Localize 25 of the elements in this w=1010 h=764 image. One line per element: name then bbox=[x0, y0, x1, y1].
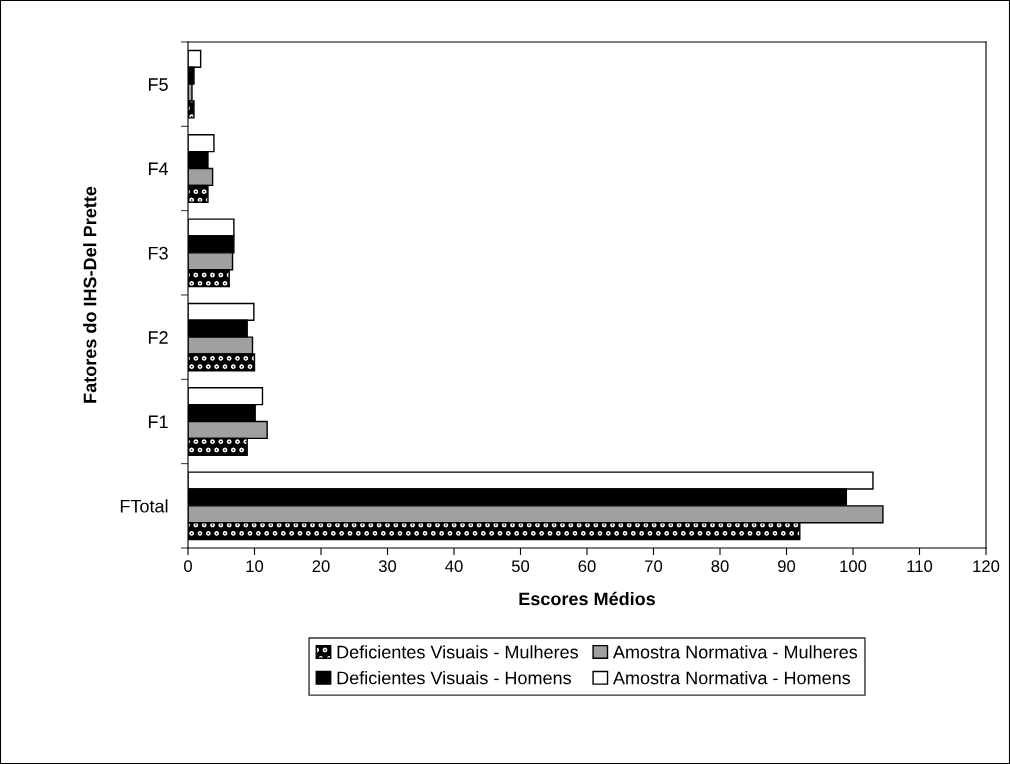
legend-label: Amostra Normativa - Mulheres bbox=[612, 645, 858, 659]
y-tick-label: F2 bbox=[148, 331, 168, 344]
x-tick-label: 50 bbox=[511, 560, 530, 573]
x-tick-label: 110 bbox=[907, 560, 933, 573]
y-tick-label: F5 bbox=[148, 78, 168, 91]
x-tick-label: 70 bbox=[645, 560, 663, 573]
legend-label: Amostra Normativa - Homens bbox=[612, 671, 851, 685]
x-tick-label: 30 bbox=[378, 560, 397, 573]
x-tick-label: 10 bbox=[246, 560, 264, 573]
x-tick-label: 60 bbox=[578, 560, 596, 573]
x-tick-label: 20 bbox=[312, 560, 330, 573]
x-tick-label: 40 bbox=[445, 560, 463, 573]
x-tick-label: 90 bbox=[778, 560, 796, 573]
legend-label: Deficientes Visuais - Mulheres bbox=[337, 645, 578, 659]
x-tick-label: 100 bbox=[840, 560, 867, 573]
y-tick-label: FTotal bbox=[120, 499, 168, 513]
y-axis-title: Fatores do IHS-Del Prette bbox=[83, 186, 97, 403]
x-tick-label: 80 bbox=[711, 560, 729, 573]
y-tick-label: F4 bbox=[148, 162, 169, 176]
x-axis-title: Escores Médios bbox=[519, 591, 655, 606]
legend-label: Deficientes Visuais - Homens bbox=[337, 671, 571, 685]
y-tick-label: F3 bbox=[148, 246, 168, 260]
x-tick-label: 120 bbox=[973, 560, 1000, 573]
x-tick-label: 0 bbox=[184, 560, 192, 573]
y-tick-label: F1 bbox=[148, 415, 168, 429]
